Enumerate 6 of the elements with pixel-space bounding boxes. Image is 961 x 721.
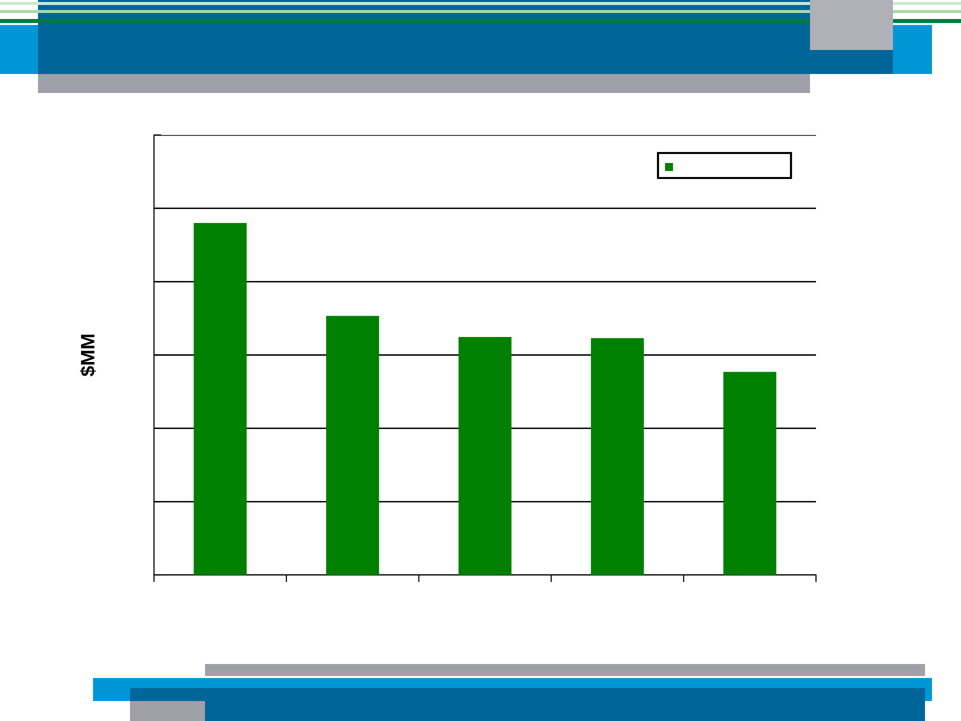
- y-axis-title: $MM: [80, 334, 96, 376]
- bar: [590, 338, 644, 575]
- bar: [458, 337, 512, 575]
- bar: [723, 372, 776, 575]
- bar: [194, 223, 247, 575]
- bar: [326, 316, 380, 575]
